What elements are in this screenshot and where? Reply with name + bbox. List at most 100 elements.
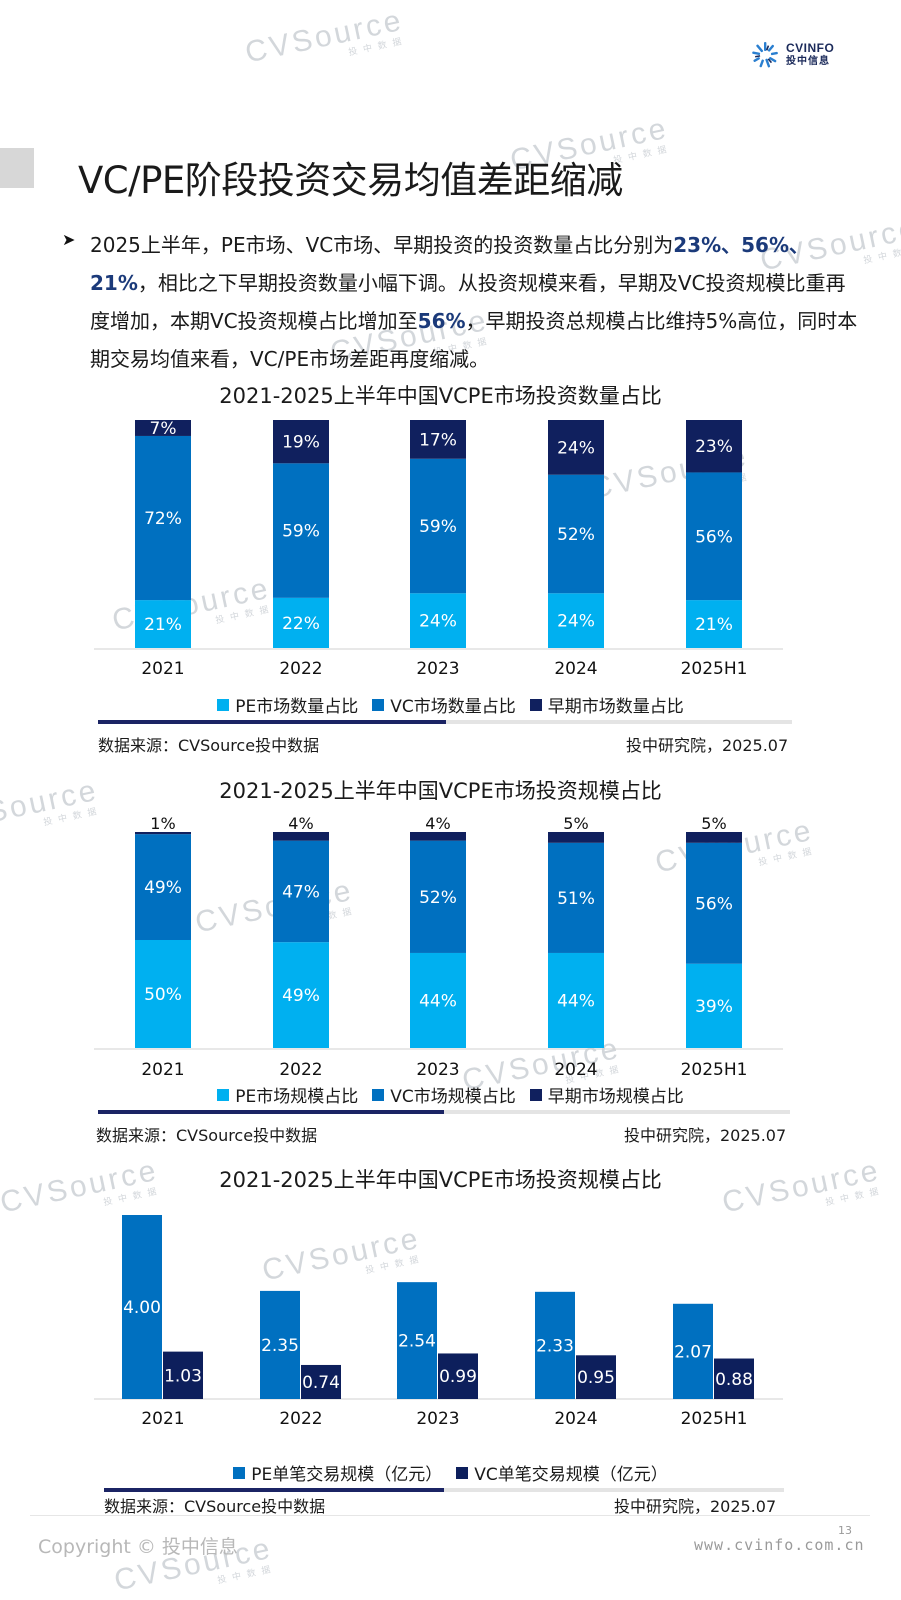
summary-part: ，早期投资总规模占比维持5%高位，同时本期交易均值来看，VC/PE市场差距再度缩…	[90, 309, 858, 371]
legend-item: 早期市场规模占比	[529, 1082, 684, 1107]
data-label: 21%	[695, 615, 733, 635]
summary-highlight: 56%	[417, 309, 466, 333]
page-title: VC/PE阶段投资交易均值差距缩减	[78, 159, 623, 202]
bar-segment	[273, 420, 329, 464]
chart-avg-deal-size: 4.00 1.03 2021 2.350.74 2022 2.540.99 2023 2.33…	[94, 1215, 783, 1429]
copyright: Copyright © 投中信息	[38, 1536, 238, 1558]
data-label: 72%	[144, 509, 182, 529]
bar	[673, 1303, 713, 1399]
legend-swatch	[456, 1466, 469, 1479]
bar-segment	[410, 593, 466, 648]
bar-segment	[273, 463, 329, 598]
bar-segment	[135, 600, 191, 648]
data-label: 4%	[288, 814, 313, 833]
bar	[535, 1291, 575, 1399]
logo-brand-cn: 投中信息	[786, 56, 830, 67]
bar-segment	[686, 472, 742, 601]
bar-segment	[548, 420, 604, 475]
data-label: 5%	[563, 814, 588, 833]
summary-part: 2025上半年，PE市场、VC市场、早期投资的投资数量占比分别为	[90, 233, 674, 257]
data-label: 7%	[150, 419, 177, 439]
summary-part: ，相比之下早期投资数量小幅下调。从投资规模来看，早期及VC投资规模比重再度增加，…	[90, 271, 846, 333]
data-label: 56%	[695, 894, 733, 914]
x-tick-label: 2022	[279, 1409, 322, 1429]
legend-item: VC市场规模占比	[372, 1082, 516, 1107]
source-note: 数据来源：CVSource投中数据	[96, 1126, 318, 1145]
data-label: 0.99	[439, 1367, 477, 1387]
logo-burst-icon	[752, 42, 778, 68]
summary-highlight: 23%、56%、21%	[90, 233, 809, 295]
bar-segment	[410, 420, 466, 459]
x-tick-label: 2021	[141, 659, 184, 679]
data-label: 17%	[419, 430, 457, 450]
data-label: 0.88	[715, 1370, 753, 1390]
chart-scale-share: 50% 49% 1% 2021 49% 47% 4% 2022 44% 52% 4% 2023 44% 5…	[94, 814, 783, 1080]
legend-item: PE单笔交易规模（亿元）	[233, 1460, 442, 1485]
data-label: 2.07	[674, 1342, 712, 1362]
legend-swatch	[217, 698, 230, 711]
legend-label: PE市场规模占比	[235, 1087, 359, 1107]
data-label: 24%	[419, 612, 457, 632]
data-label: 51%	[557, 889, 595, 909]
x-tick-label: 2025H1	[681, 1060, 748, 1080]
x-tick-label: 2025H1	[681, 659, 748, 679]
source-credit: 投中研究院，2025.07	[624, 1126, 787, 1145]
data-label: 24%	[557, 612, 595, 632]
legend-swatch	[372, 1088, 385, 1101]
chart-legend: PE市场数量占比 VC市场数量占比 早期市场数量占比	[0, 692, 901, 717]
x-tick-label: 2021	[141, 1409, 184, 1429]
bar	[576, 1355, 616, 1399]
data-label: 4.00	[123, 1298, 161, 1318]
data-label: 24%	[557, 438, 595, 458]
bar-segment	[273, 942, 329, 1048]
data-label: 59%	[282, 522, 320, 542]
divider	[98, 1110, 444, 1114]
divider	[444, 1110, 790, 1114]
legend-swatch	[529, 1088, 542, 1101]
x-tick-label: 2022	[279, 659, 322, 679]
legend-label: VC市场数量占比	[390, 697, 516, 717]
chart-legend: PE单笔交易规模（亿元） VC单笔交易规模（亿元）	[0, 1460, 901, 1485]
bar-segment	[686, 842, 742, 964]
bar-segment	[548, 842, 604, 953]
chart-title: 2021-2025上半年中国VCPE市场投资规模占比	[219, 1168, 662, 1192]
bar-segment	[135, 420, 191, 436]
data-label: 59%	[419, 517, 457, 537]
bullet-arrow-icon: ➤	[62, 230, 76, 249]
chart-legend: PE市场规模占比 VC市场规模占比 早期市场规模占比	[0, 1082, 901, 1107]
data-label: 5%	[701, 814, 726, 833]
data-label: 23%	[695, 437, 733, 457]
divider	[104, 1488, 444, 1492]
legend-label: PE市场数量占比	[235, 697, 359, 717]
bar	[397, 1282, 437, 1399]
chart-title: 2021-2025上半年中国VCPE市场投资规模占比	[219, 779, 662, 803]
divider	[444, 1488, 784, 1492]
bar-segment	[273, 840, 329, 943]
bar-segment	[273, 832, 329, 841]
bar-segment	[273, 597, 329, 648]
data-label: 4%	[425, 814, 450, 833]
x-tick-label: 2024	[554, 1060, 597, 1080]
data-label: 1.03	[164, 1366, 202, 1386]
bar-segment	[686, 600, 742, 648]
bar-segment	[135, 832, 191, 835]
data-label: 0.95	[577, 1368, 615, 1388]
page-number: 13	[838, 1524, 852, 1537]
divider	[98, 720, 446, 724]
data-label: 52%	[557, 525, 595, 545]
legend-item: 早期市场数量占比	[529, 692, 684, 717]
divider	[446, 720, 792, 724]
bar-segment	[410, 840, 466, 953]
data-label: 39%	[695, 997, 733, 1017]
data-label: 50%	[144, 985, 182, 1005]
data-label: 1%	[150, 814, 175, 833]
legend-swatch	[217, 1088, 230, 1101]
brand-logo: CVINFO 投中信息	[750, 40, 834, 70]
data-label: 22%	[282, 614, 320, 634]
bar-segment	[686, 420, 742, 473]
bar-segment	[548, 832, 604, 843]
legend-item: PE市场数量占比	[217, 692, 358, 717]
data-label: 49%	[282, 986, 320, 1006]
bar	[714, 1358, 754, 1399]
